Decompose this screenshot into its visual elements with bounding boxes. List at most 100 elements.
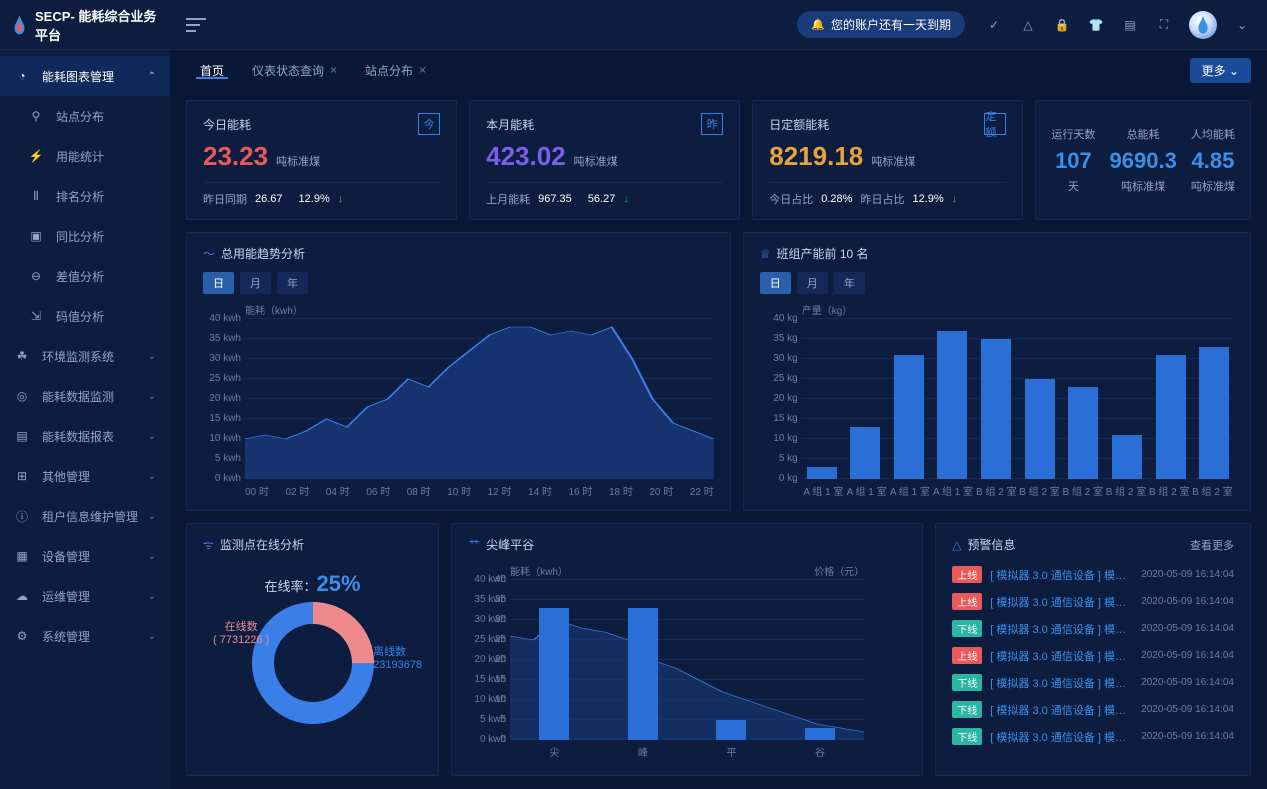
tab[interactable]: 站点分布×: [351, 62, 440, 79]
nav-item[interactable]: ⊞其他管理⌄: [0, 456, 170, 496]
nav-item[interactable]: ◎能耗数据监测⌄: [0, 376, 170, 416]
close-icon[interactable]: ×: [419, 63, 426, 77]
nav-item[interactable]: ▦ 设备管理 ⌄: [0, 536, 170, 576]
alert-item[interactable]: 上线[ 模拟器 3.0 通信设备 ] 模拟器 3.0...2020-05-09 …: [952, 563, 1234, 586]
menu-toggle[interactable]: [186, 18, 206, 32]
nav-icon: ▦: [14, 549, 30, 563]
nav-label: 能耗数据监测: [42, 388, 114, 405]
alert-item[interactable]: 上线[ 模拟器 3.0 通信设备 ] 模拟器 3.0...2020-05-09 …: [952, 590, 1234, 613]
alert-time: 2020-05-09 16:14:04: [1141, 623, 1234, 634]
tabs-more[interactable]: 更多 ⌄: [1190, 58, 1251, 83]
tabbar: 首页仪表状态查询×站点分布× 更多 ⌄: [170, 50, 1267, 90]
alert-item[interactable]: 下线[ 模拟器 3.0 通信设备 ] 模拟器 3.0...2020-05-09 …: [952, 671, 1234, 694]
nav-icon: ◎: [14, 389, 30, 403]
nav-icon: ⫴: [28, 189, 44, 204]
corner-icon: 定额: [984, 113, 1006, 135]
lock-icon[interactable]: 🔒: [1053, 16, 1071, 34]
nav-subitem[interactable]: ⫴ 排名分析: [0, 176, 170, 216]
nav-label: 差值分析: [56, 268, 104, 285]
nav-subitem[interactable]: ▣同比分析: [0, 216, 170, 256]
kpi-title: 本月能耗: [486, 116, 534, 133]
time-tab[interactable]: 月: [797, 272, 828, 294]
trend-y-title: 能耗（kwh）: [245, 302, 714, 317]
nav-subitem[interactable]: ⊖差值分析: [0, 256, 170, 296]
sub-label: 上月能耗: [486, 191, 530, 207]
tab-label: 仪表状态查询: [252, 62, 324, 79]
avatar-flame-icon: [1196, 16, 1210, 34]
shirt-icon[interactable]: 👕: [1087, 16, 1105, 34]
nav-icon: ⚡: [28, 149, 44, 163]
alert-text: [ 模拟器 3.0 通信设备 ] 模拟器 3.0...: [990, 621, 1133, 637]
online-label: 在线数: [213, 618, 269, 634]
expand-icon[interactable]: ⛶: [1155, 16, 1173, 34]
bar: [716, 720, 746, 740]
nav-item[interactable]: ⓘ租户信息维护管理⌄: [0, 496, 170, 536]
time-tab[interactable]: 月: [240, 272, 271, 294]
nav-label: 运维管理: [42, 588, 90, 605]
nav-label: 设备管理: [42, 548, 90, 565]
chevron-icon: ⌄: [148, 551, 156, 562]
time-tab[interactable]: 年: [277, 272, 308, 294]
alert-text: [ 模拟器 3.0 通信设备 ] 模拟器 3.0...: [990, 702, 1133, 718]
stat-unit: 天: [1051, 178, 1095, 194]
sub-value: 56.27: [588, 193, 616, 205]
alert-time: 2020-05-09 16:14:04: [1141, 731, 1234, 742]
corner-icon: 昨: [701, 113, 723, 135]
alert-item[interactable]: 下线[ 模拟器 3.0 通信设备 ] 模拟器 3.0...2020-05-09 …: [952, 698, 1234, 721]
donut-panel: ᯤ监测点在线分析 在线率：25% 在线数( 7731226 )离线数231936…: [186, 523, 439, 776]
time-tab[interactable]: 日: [203, 272, 234, 294]
nav-item[interactable]: ⚙系统管理⌄: [0, 616, 170, 656]
stat-unit: 吨标准煤: [1191, 178, 1235, 194]
pulse-icon: ⺾: [468, 536, 480, 553]
nav-label: 能耗图表管理: [42, 68, 114, 85]
alert-badge: 上线: [952, 593, 982, 610]
nav-subitem[interactable]: ⚲站点分布: [0, 96, 170, 136]
chevron-icon: ⌄: [148, 351, 156, 362]
notice-pill[interactable]: 您的账户还有一天到期: [797, 11, 965, 38]
nav-item[interactable]: ☘环境监测系统⌄: [0, 336, 170, 376]
nav-item[interactable]: ◔能耗图表管理⌃: [0, 56, 170, 96]
stat-label: 运行天数: [1051, 126, 1095, 142]
user-chevron[interactable]: ⌄: [1233, 16, 1251, 34]
time-tab[interactable]: 日: [760, 272, 791, 294]
bar: [539, 608, 569, 740]
avatar[interactable]: [1189, 11, 1217, 39]
alert-time: 2020-05-09 16:14:04: [1141, 650, 1234, 661]
notice-text: 您的账户还有一天到期: [831, 16, 951, 33]
alert-item[interactable]: 下线[ 模拟器 3.0 通信设备 ] 模拟器 3.0...2020-05-09 …: [952, 725, 1234, 748]
trend-title: 总用能趋势分析: [221, 245, 305, 262]
nav-icon: ⚙: [14, 629, 30, 643]
alert-text: [ 模拟器 3.0 通信设备 ] 模拟器 3.0...: [990, 594, 1133, 610]
alert-icon[interactable]: △: [1019, 16, 1037, 34]
dash-icon[interactable]: ▤: [1121, 16, 1139, 34]
alert-item[interactable]: 下线[ 模拟器 3.0 通信设备 ] 模拟器 3.0...2020-05-09 …: [952, 617, 1234, 640]
bar: [981, 339, 1011, 479]
close-icon[interactable]: ×: [330, 63, 337, 77]
time-tab[interactable]: 年: [834, 272, 865, 294]
chevron-icon: ⌄: [148, 431, 156, 442]
nav-subitem[interactable]: ⇲码值分析: [0, 296, 170, 336]
sub-label: 昨日同期: [203, 191, 247, 207]
nav-item[interactable]: ☁运维管理⌄: [0, 576, 170, 616]
logo: SECP- 能耗综合业务平台: [0, 0, 170, 50]
alert-item[interactable]: 上线[ 模拟器 3.0 通信设备 ] 模拟器 3.0...2020-05-09 …: [952, 644, 1234, 667]
check-icon[interactable]: ✓: [985, 16, 1003, 34]
nav-label: 能耗数据报表: [42, 428, 114, 445]
kpi-title: 日定额能耗: [769, 116, 829, 133]
sub-label: 昨日占比: [860, 191, 904, 207]
alert-badge: 下线: [952, 728, 982, 745]
bar-panel: ♕班组产能前 10 名 日月年 产量（kg） 0 kg5 kg10 kg15 k…: [743, 232, 1251, 511]
tab[interactable]: 首页: [186, 62, 238, 79]
nav-subitem[interactable]: ⚡用能统计: [0, 136, 170, 176]
bar: [1156, 355, 1186, 479]
kpi-title: 今日能耗: [203, 116, 251, 133]
alert-more[interactable]: 查看更多: [1190, 537, 1234, 553]
trend-panel: 〜总用能趋势分析 日月年 能耗（kwh） 0 kwh5 kwh10 kwh15 …: [186, 232, 731, 511]
tab[interactable]: 仪表状态查询 ×: [238, 62, 351, 79]
alert-text: [ 模拟器 3.0 通信设备 ] 模拟器 3.0...: [990, 648, 1133, 664]
chevron-icon: ⌃: [148, 71, 156, 82]
kpi-unit: 吨标准煤: [276, 153, 320, 169]
nav-label: 排名分析: [56, 188, 104, 205]
app-name: SECP- 能耗综合业务平台: [35, 6, 158, 44]
nav-item[interactable]: ▤能耗数据报表⌄: [0, 416, 170, 456]
